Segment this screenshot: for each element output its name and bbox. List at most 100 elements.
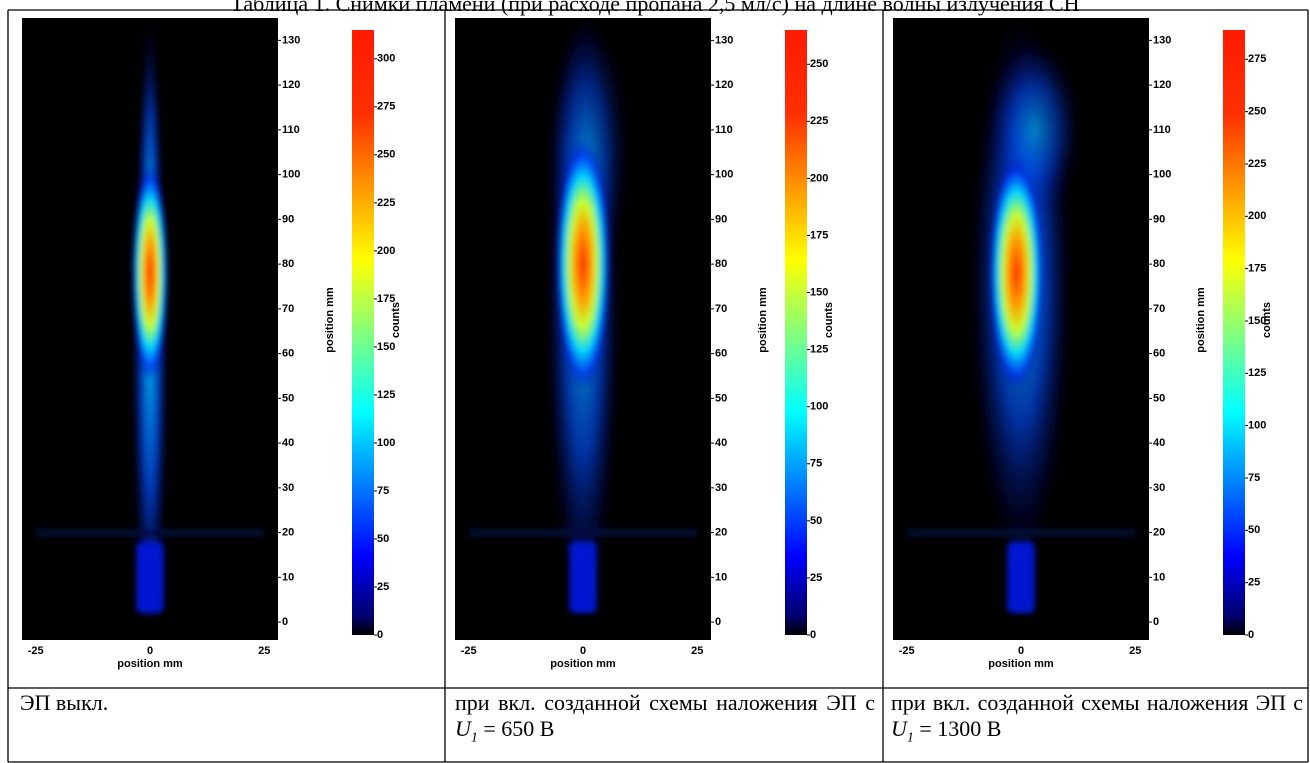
y-tick-label: 50 — [1153, 392, 1165, 404]
colorbar-tick-label: 175 — [377, 293, 395, 305]
colorbar-tick-label: 225 — [810, 115, 828, 127]
y-tick-label: 30 — [1153, 482, 1165, 494]
x-tick-label: 25 — [691, 645, 703, 657]
colorbar-tick-label: 25 — [1248, 577, 1260, 589]
burner-glow — [569, 541, 597, 614]
y-tick-label: 80 — [715, 258, 727, 270]
y-tick-label: 70 — [715, 303, 727, 315]
y-tick-label: 100 — [282, 169, 300, 181]
y-tick-label: 100 — [1153, 169, 1171, 181]
y-tick-label: 110 — [282, 124, 300, 136]
table-borders — [7, 9, 1309, 763]
x-tick-label: 0 — [580, 645, 586, 657]
colorbar-tick-label: 150 — [1248, 315, 1266, 327]
caption-var: U — [891, 716, 907, 741]
colorbar — [1223, 30, 1245, 635]
caption-sub: 1 — [470, 730, 478, 746]
caption-text: при вкл. созданной схемы наложения ЭП с — [455, 690, 875, 715]
burner-shadow — [35, 528, 265, 538]
y-tick-label: 120 — [282, 79, 300, 91]
colorbar-tick-label: 125 — [810, 344, 828, 356]
x-tick-label: 0 — [1018, 645, 1024, 657]
colorbar-label: counts — [823, 302, 835, 338]
y-axis-label: position mm — [1195, 287, 1207, 353]
caption-text: ЭП выкл. — [20, 690, 109, 715]
colorbar-tick-label: 250 — [810, 58, 828, 70]
y-tick-label: 90 — [1153, 213, 1165, 225]
y-tick-label: 80 — [282, 258, 294, 270]
y-tick-label: 130 — [715, 34, 733, 46]
colorbar-tick-label: 200 — [810, 172, 828, 184]
colorbar-tick-label: 75 — [1248, 472, 1260, 484]
x-tick-label: -25 — [28, 645, 44, 657]
y-tick-label: 40 — [282, 437, 294, 449]
colorbar-tick-label: 25 — [377, 581, 389, 593]
colorbar-label: counts — [1261, 302, 1273, 338]
colorbar-tick-label: 50 — [1248, 524, 1260, 536]
colorbar-tick-label: 50 — [377, 533, 389, 545]
y-tick-label: 30 — [282, 482, 294, 494]
colorbar-tick-label: 125 — [377, 389, 395, 401]
y-tick-label: 90 — [282, 213, 294, 225]
x-tick-label: 25 — [258, 645, 270, 657]
colorbar-tick-label: 275 — [377, 101, 395, 113]
colorbar-tick-label: 275 — [1248, 53, 1266, 65]
caption-text: при вкл. созданной схемы наложения ЭП с — [891, 690, 1303, 715]
colorbar-tick-label: 250 — [1248, 106, 1266, 118]
y-tick-label: 50 — [715, 392, 727, 404]
colorbar-tick-label: 0 — [1248, 629, 1254, 641]
burner-shadow — [906, 528, 1136, 538]
colorbar-tick-label: 100 — [1248, 420, 1266, 432]
x-tick-label: -25 — [899, 645, 915, 657]
flame-image — [35, 18, 265, 632]
y-tick-label: 110 — [1153, 124, 1171, 136]
x-axis-label: position mm — [117, 658, 183, 670]
y-tick-label: 60 — [715, 348, 727, 360]
y-axis-label: position mm — [324, 287, 336, 353]
y-tick-label: 120 — [715, 79, 733, 91]
flame-glow — [555, 138, 611, 390]
colorbar-label: counts — [390, 302, 402, 338]
colorbar-tick-label: 250 — [377, 149, 395, 161]
y-tick-label: 80 — [1153, 258, 1165, 270]
y-tick-label: 10 — [715, 571, 727, 583]
colorbar-tick-label: 100 — [377, 437, 395, 449]
burner-shadow — [468, 528, 698, 538]
colorbar-tick-label: 150 — [377, 341, 395, 353]
y-tick-label: 90 — [715, 213, 727, 225]
y-tick-label: 70 — [1153, 303, 1165, 315]
flame-glow — [989, 156, 1044, 390]
y-tick-label: 30 — [715, 482, 727, 494]
y-tick-label: 130 — [282, 34, 300, 46]
y-axis-label: position mm — [757, 287, 769, 353]
flame-image — [906, 18, 1136, 614]
x-tick-label: -25 — [461, 645, 477, 657]
colorbar-tick-label: 225 — [1248, 158, 1266, 170]
y-tick-label: 120 — [1153, 79, 1171, 91]
colorbar — [785, 30, 807, 635]
colorbar-tick-label: 125 — [1248, 367, 1266, 379]
x-tick-label: 0 — [147, 645, 153, 657]
burner-glow — [1007, 541, 1035, 614]
caption-var: U — [455, 716, 471, 741]
burner-glow — [136, 541, 164, 614]
y-tick-label: 50 — [282, 392, 294, 404]
colorbar-tick-label: 225 — [377, 197, 395, 209]
colorbar-tick-label: 300 — [377, 53, 395, 65]
caption-sub: 1 — [906, 730, 914, 746]
y-tick-label: 10 — [1153, 571, 1165, 583]
caption-text: = 1300 В — [913, 716, 1002, 741]
y-tick-label: 20 — [282, 527, 294, 539]
caption-text: = 650 В — [477, 716, 555, 741]
flame-glow — [131, 165, 169, 381]
colorbar-tick-label: 100 — [810, 401, 828, 413]
y-tick-label: 40 — [715, 437, 727, 449]
colorbar-tick-label: 150 — [810, 286, 828, 298]
caption: ЭП выкл. — [20, 690, 435, 716]
colorbar-tick-label: 75 — [377, 485, 389, 497]
y-tick-label: 100 — [715, 169, 733, 181]
colorbar — [352, 30, 374, 635]
caption: при вкл. созданной схемы наложения ЭП с … — [455, 690, 875, 751]
y-tick-label: 110 — [715, 124, 733, 136]
